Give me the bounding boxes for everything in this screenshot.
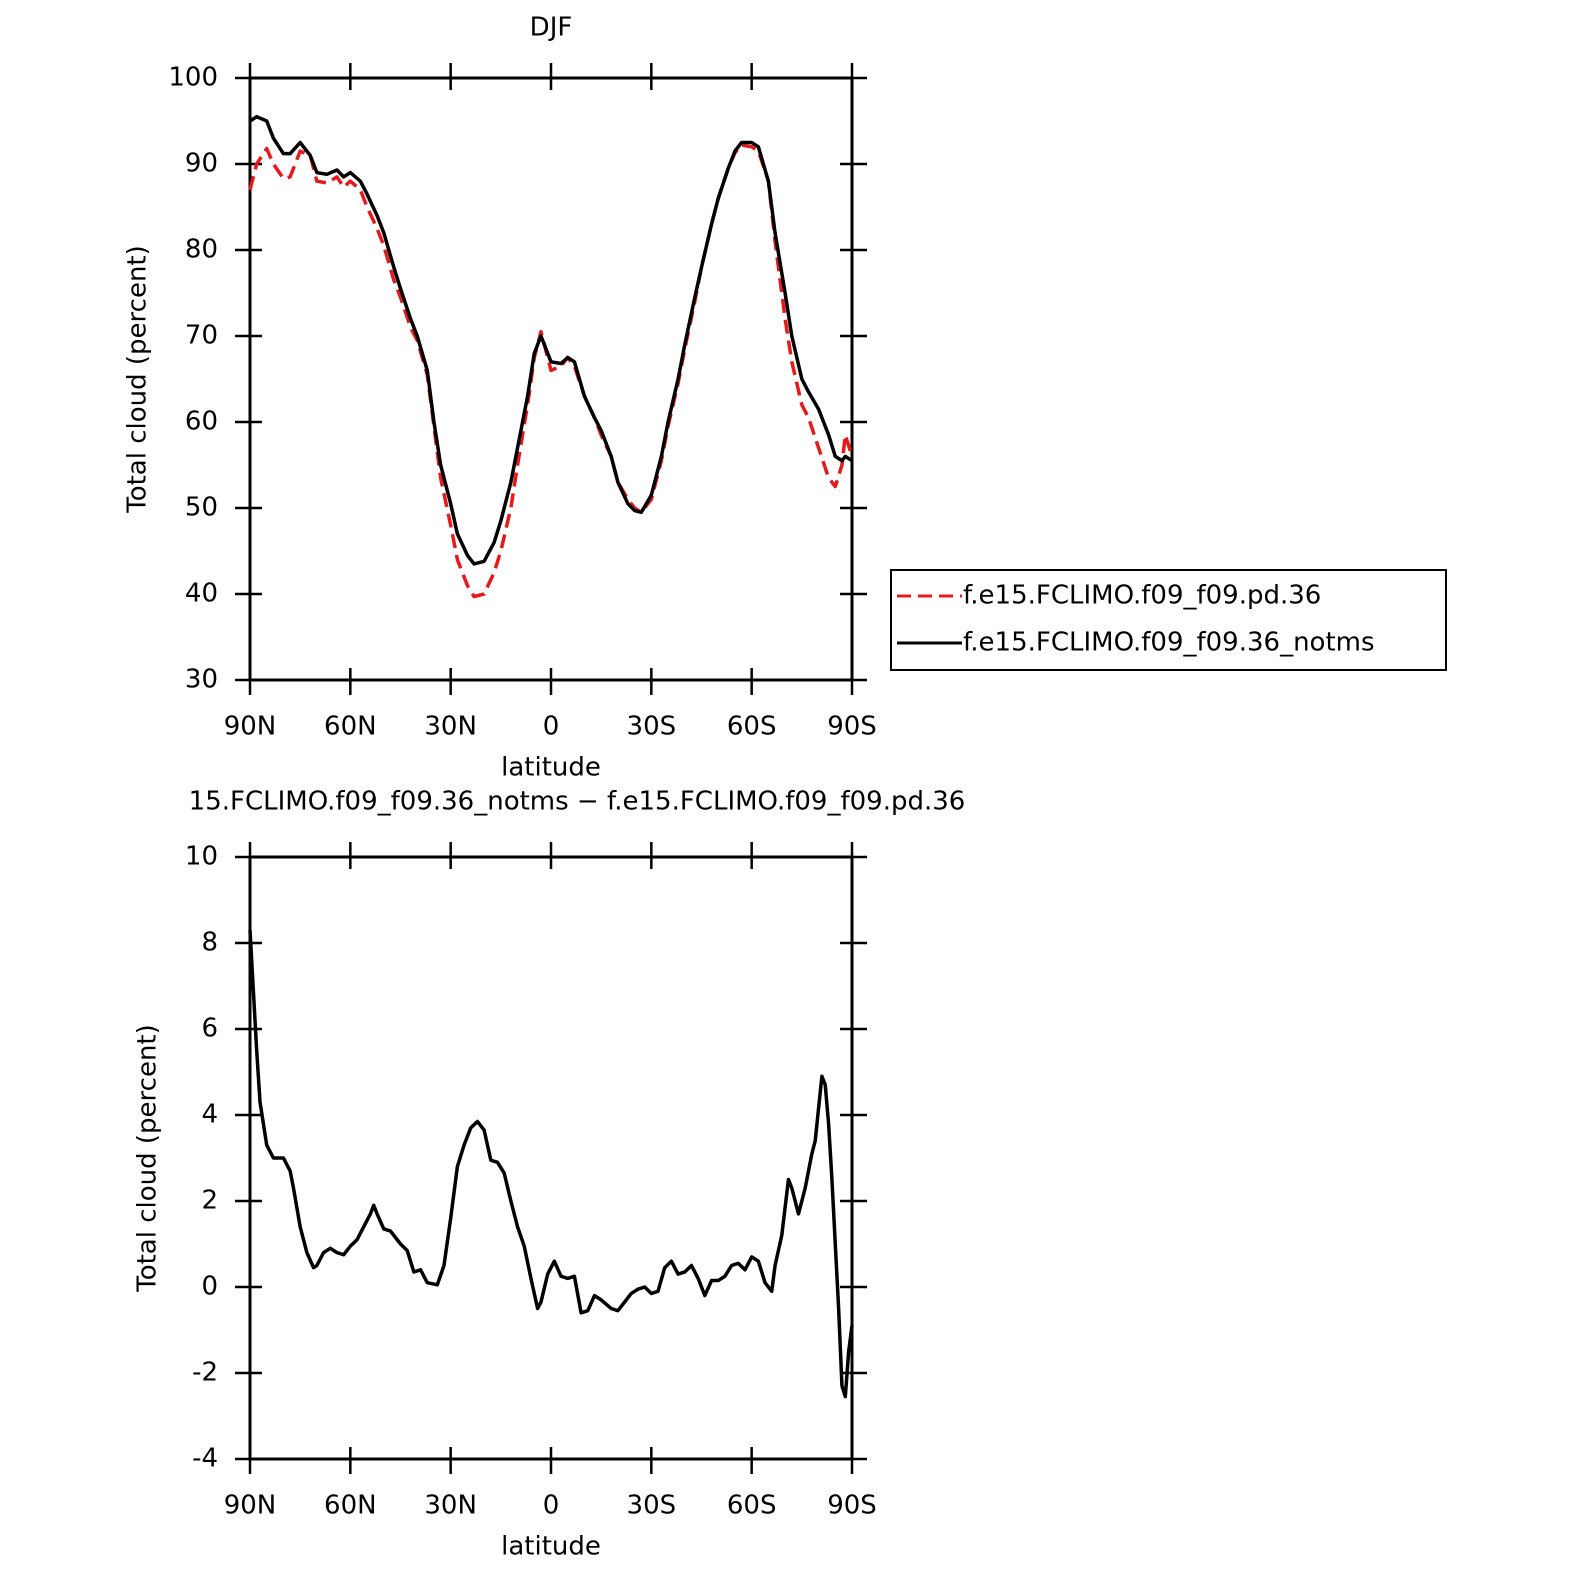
y-axis-label: Total cloud (percent) <box>123 245 153 514</box>
y-tick-label: 8 <box>201 928 218 958</box>
y-tick-label: 80 <box>185 235 218 265</box>
x-tick-label: 90N <box>224 1491 277 1521</box>
x-axis-label: latitude <box>501 1532 601 1562</box>
data-line <box>248 143 854 599</box>
x-axis-label: latitude <box>501 753 601 783</box>
x-tick-label: 60S <box>727 712 777 742</box>
plot-frame <box>248 855 854 1461</box>
y-axis-label: Total cloud (percent) <box>133 1024 163 1293</box>
y-tick-label: 70 <box>185 321 218 351</box>
chart-title: 15.FCLIMO.f09_f09.36_notms − f.e15.FCLIM… <box>189 787 966 817</box>
y-tick-label: -2 <box>192 1358 218 1388</box>
chart-title: DJF <box>530 13 573 43</box>
x-tick-label: 60N <box>324 1491 377 1521</box>
y-tick-label: 50 <box>185 493 218 523</box>
y-tick-label: 6 <box>201 1014 218 1044</box>
y-tick-label: 40 <box>185 579 218 609</box>
y-tick-label: 100 <box>168 63 218 93</box>
x-tick-label: 0 <box>543 712 560 742</box>
x-tick-label: 30S <box>627 1491 677 1521</box>
y-tick-label: 0 <box>201 1272 218 1302</box>
legend-box <box>890 569 1447 671</box>
x-tick-label: 60S <box>727 1491 777 1521</box>
x-tick-label: 60N <box>324 712 377 742</box>
legend-label: f.e15.FCLIMO.f09_f09.pd.36 <box>963 581 1321 611</box>
x-tick-label: 30N <box>424 712 477 742</box>
x-tick-label: 30N <box>424 1491 477 1521</box>
y-tick-label: 4 <box>201 1100 218 1130</box>
x-tick-label: 0 <box>543 1491 560 1521</box>
data-line <box>249 114 853 566</box>
x-tick-label: 90S <box>827 1491 877 1521</box>
y-tick-label: 90 <box>185 149 218 179</box>
x-tick-label: 90S <box>827 712 877 742</box>
y-tick-label: 60 <box>185 407 218 437</box>
x-tick-label: 90N <box>224 712 277 742</box>
y-tick-label: 30 <box>185 665 218 695</box>
y-tick-label: 10 <box>185 842 218 872</box>
x-tick-label: 30S <box>627 712 677 742</box>
y-tick-label: 2 <box>201 1186 218 1216</box>
plot-frame <box>248 76 854 682</box>
legend-label: f.e15.FCLIMO.f09_f09.36_notms <box>963 628 1375 658</box>
data-line <box>248 930 854 1399</box>
y-tick-label: -4 <box>192 1444 218 1474</box>
